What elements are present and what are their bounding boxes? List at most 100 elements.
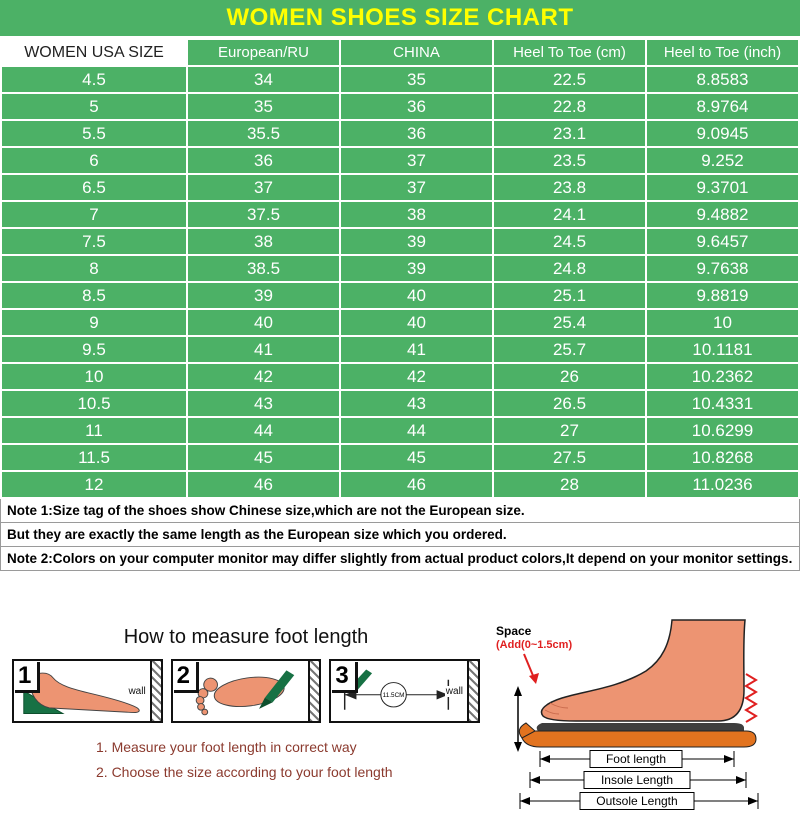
- table-cell: 12: [0, 470, 188, 499]
- note-line-2: But they are exactly the same length as …: [1, 523, 799, 547]
- table-cell: 7.5: [0, 227, 188, 256]
- table-cell: 38: [339, 200, 494, 229]
- table-cell: 8.5: [0, 281, 188, 310]
- table-cell: 26: [492, 362, 647, 391]
- table-cell: 10: [645, 308, 800, 337]
- note-line-1: Note 1:Size tag of the shoes show Chines…: [1, 499, 799, 523]
- table-row: 11.5 45 45 27.5 10.8268: [0, 443, 800, 472]
- table-cell: 8: [0, 254, 188, 283]
- table-row: 10.5 43 43 26.5 10.4331: [0, 389, 800, 418]
- table-cell: 10.4331: [645, 389, 800, 418]
- table-row: 9.5 41 41 25.7 10.1181: [0, 335, 800, 364]
- marker-pen-tip: [258, 697, 273, 709]
- table-cell: 39: [186, 281, 341, 310]
- space-annotation-title: Space: [496, 624, 532, 638]
- notes-section: Note 1:Size tag of the shoes show Chines…: [0, 499, 800, 571]
- arrow-down: [514, 742, 522, 752]
- table-cell: 10: [0, 362, 188, 391]
- step-2-number: 2: [173, 662, 200, 693]
- table-row: 11 44 44 27 10.6299: [0, 416, 800, 445]
- table-cell: 5.5: [0, 119, 188, 148]
- table-row: 8 38.5 39 24.8 9.7638: [0, 254, 800, 283]
- table-cell: 45: [339, 443, 494, 472]
- table-row: 7.5 38 39 24.5 9.6457: [0, 227, 800, 256]
- foot-length-diagram: Space (Add(0~1.5cm): [488, 618, 794, 812]
- table-cell: 25.4: [492, 308, 647, 337]
- column-header: CHINA: [339, 38, 494, 67]
- foot-length-label: Foot length: [606, 752, 666, 766]
- column-header: WOMEN USA SIZE: [0, 38, 188, 67]
- column-header: Heel To Toe (cm): [492, 38, 647, 67]
- table-cell: 42: [339, 362, 494, 391]
- size-table-header-row: WOMEN USA SIZE European/RU CHINA Heel To To…: [0, 38, 800, 67]
- measure-step-3: 3 11.5CM wall: [329, 659, 481, 723]
- step-3-number: 3: [332, 662, 358, 693]
- table-cell: 25.7: [492, 335, 647, 364]
- table-cell: 40: [186, 308, 341, 337]
- table-cell: 35: [186, 92, 341, 121]
- table-cell: 44: [186, 416, 341, 445]
- chart-title-bar: WOMEN SHOES SIZE CHART: [0, 0, 800, 38]
- table-cell: 22.5: [492, 65, 647, 94]
- table-cell: 8.9764: [645, 92, 800, 121]
- space-annotation-sub: (Add(0~1.5cm): [496, 639, 573, 651]
- table-cell: 26.5: [492, 389, 647, 418]
- measure-step-2: 2: [170, 659, 322, 723]
- table-cell: 36: [339, 92, 494, 121]
- column-header: European/RU: [186, 38, 341, 67]
- table-cell: 43: [339, 389, 494, 418]
- table-cell: 23.1: [492, 119, 647, 148]
- table-cell: 11.0236: [645, 470, 800, 499]
- table-row: 6.5 37 37 23.8 9.3701: [0, 173, 800, 202]
- table-cell: 25.1: [492, 281, 647, 310]
- table-cell: 35.5: [186, 119, 341, 148]
- table-cell: 45: [186, 443, 341, 472]
- size-table-body: 4.5 34 35 22.5 8.8583 5 35 36 22.8 8.9764 5.5 35.5 3…: [0, 65, 800, 499]
- table-row: 12 46 46 28 11.0236: [0, 470, 800, 499]
- measure-step-1: 1 wall: [12, 659, 163, 723]
- table-cell: 37: [339, 146, 494, 175]
- column-header: Heel to Toe (inch): [645, 38, 800, 67]
- insole-length-label: Insole Length: [601, 773, 673, 787]
- table-cell: 27.5: [492, 443, 647, 472]
- insole-shape: [536, 723, 744, 731]
- table-cell: 10.8268: [645, 443, 800, 472]
- wall-hatch: [467, 661, 479, 721]
- size-table: WOMEN USA SIZE European/RU CHINA Heel To To…: [0, 38, 800, 499]
- table-cell: 10.5: [0, 389, 188, 418]
- toe-lines: [544, 702, 569, 715]
- table-cell: 8.8583: [645, 65, 800, 94]
- marker-pen-icon: [264, 670, 294, 703]
- table-cell: 6.5: [0, 173, 188, 202]
- measure-instructions: 1. Measure your foot length in correct w…: [12, 735, 480, 785]
- arrow-up: [514, 686, 522, 696]
- table-cell: 39: [339, 254, 494, 283]
- ruler-measure-icon: 11.5CM: [344, 669, 450, 710]
- table-cell: 22.8: [492, 92, 647, 121]
- table-cell: 23.8: [492, 173, 647, 202]
- measure-howto: How to measure foot length 1 wall 2: [12, 616, 481, 785]
- table-cell: 40: [339, 281, 494, 310]
- table-row: 5.5 35.5 36 23.1 9.0945: [0, 119, 800, 148]
- table-cell: 46: [339, 470, 494, 499]
- measure-section: How to measure foot length 1 wall 2: [0, 616, 800, 814]
- table-row: 4.5 34 35 22.5 8.8583: [0, 65, 800, 94]
- foot-side-view-icon: [23, 672, 140, 714]
- table-cell: 36: [186, 146, 341, 175]
- wall-hatch: [308, 661, 320, 721]
- foot-diagram-art: Foot length Insole Length: [514, 619, 759, 810]
- heel-sawtooth: [744, 673, 758, 723]
- space-pointer-arrowhead: [529, 673, 539, 684]
- space-pointer-arrow: [523, 653, 535, 679]
- table-row: 10 42 42 26 10.2362: [0, 362, 800, 391]
- ruler-value-bubble: [380, 682, 408, 708]
- wall-hatch: [149, 661, 161, 721]
- foot-sole-view-icon: [195, 670, 294, 716]
- table-row: 8.5 39 40 25.1 9.8819: [0, 281, 800, 310]
- table-cell: 37: [186, 173, 341, 202]
- space-annotation: Space (Add(0~1.5cm): [496, 624, 572, 653]
- insole-length-bracket: Insole Length: [529, 771, 747, 789]
- table-row: 6 36 37 23.5 9.252: [0, 146, 800, 175]
- table-cell: 6: [0, 146, 188, 175]
